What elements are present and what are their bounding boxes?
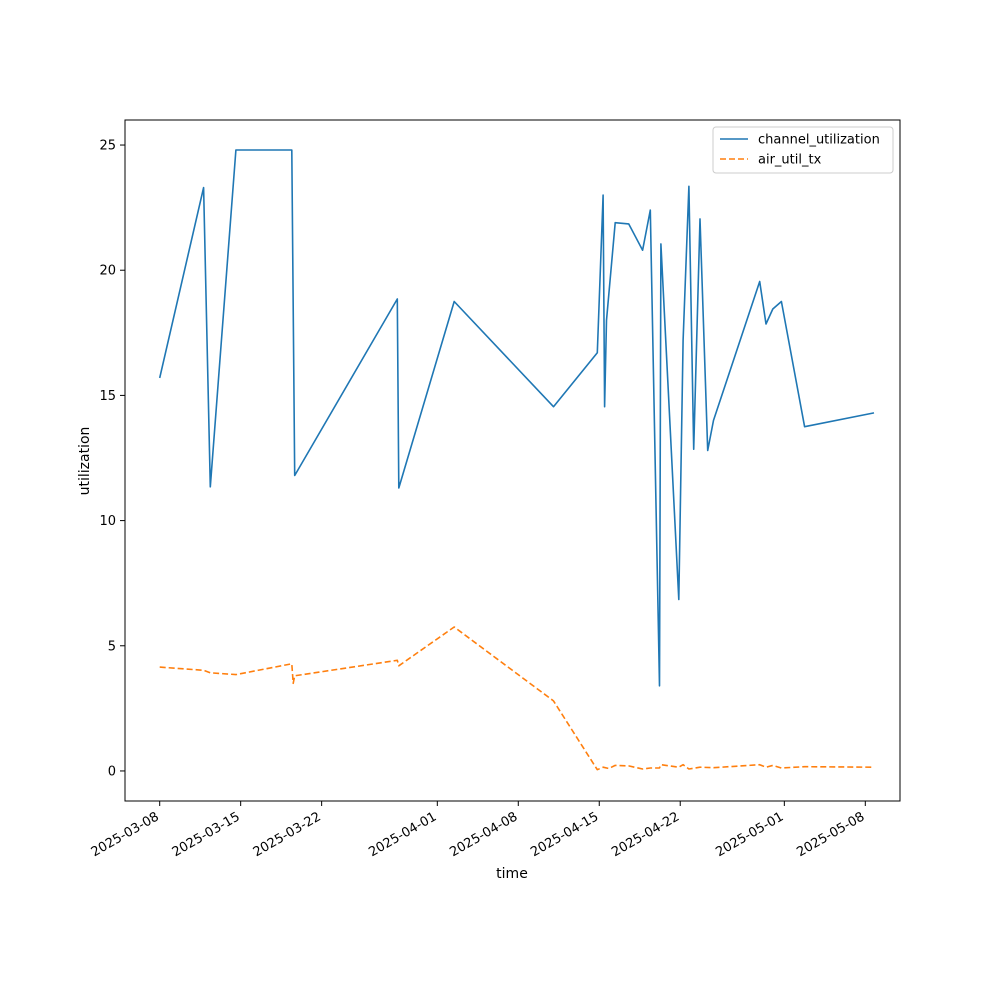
y-tick-label: 20 — [99, 264, 116, 279]
y-tick-label: 15 — [99, 389, 116, 404]
plot-frame — [124, 119, 901, 802]
legend-label: air_util_tx — [758, 153, 822, 168]
plot-area — [158, 149, 875, 771]
y-axis-ticks: 0 5 10 15 20 25 — [99, 139, 125, 779]
y-tick-label: 10 — [99, 514, 116, 529]
y-tick-label: 5 — [108, 639, 116, 654]
y-tick-label: 0 — [108, 764, 116, 779]
y-axis-label: utilization — [77, 427, 93, 496]
series-line-air-util-tx — [159, 626, 875, 771]
legend-box — [712, 126, 894, 174]
y-tick-label: 25 — [99, 139, 116, 154]
series-line-channel-utilization — [158, 149, 875, 687]
legend: channel_utilization air_util_tx — [712, 126, 894, 174]
x-axis-label: time — [496, 866, 528, 882]
legend-label: channel_utilization — [758, 133, 880, 148]
